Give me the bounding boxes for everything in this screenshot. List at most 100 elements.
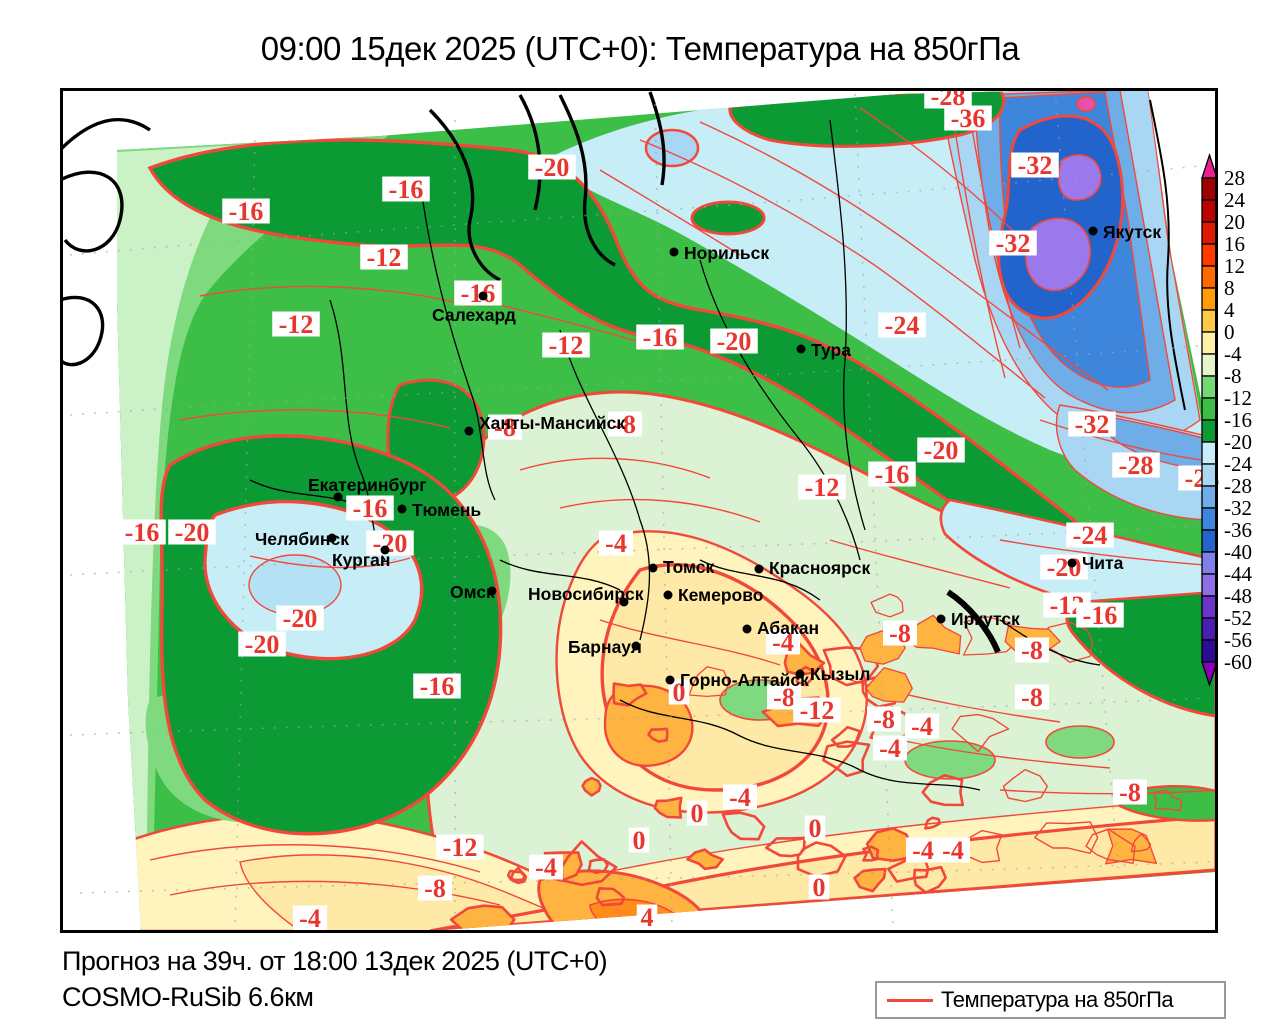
colorbar-tick: -44 <box>1224 562 1252 586</box>
city-marker-барнаул: Барнаул <box>568 637 642 657</box>
contour-label: -16 <box>389 175 424 204</box>
contour-label: -16 <box>420 672 455 701</box>
city-label: Томск <box>663 557 714 577</box>
contour-label: -8 <box>424 874 446 903</box>
city-label: Абакан <box>757 618 819 638</box>
city-label: Новосибирск <box>528 584 644 604</box>
colorbar-tick: 28 <box>1224 166 1245 190</box>
contour-label: -24 <box>1073 521 1108 550</box>
city-marker-ханты-мансийск: Ханты-Мансийск <box>464 413 625 436</box>
city-marker-челябинск: Челябинск <box>255 529 349 549</box>
contour-label: -8 <box>773 683 795 712</box>
contour-label: 0 <box>809 814 822 843</box>
temperature-fill-regions <box>117 88 1216 931</box>
contour-label: 0 <box>633 826 646 855</box>
city-label: Тура <box>811 340 851 360</box>
legend-line-swatch <box>887 998 933 1002</box>
contour-label: -32 <box>996 229 1031 258</box>
city-marker-томск: Томск <box>648 557 714 577</box>
contour-label: -20 <box>283 604 318 633</box>
city-marker-курган: Курган <box>332 545 390 570</box>
city-label: Кызыл <box>810 664 870 684</box>
contour-label: -16 <box>125 518 160 547</box>
contour-value-labels: -16-20-16-12-16-12-12 -16 -20-24-28-36-32-… <box>118 88 1226 933</box>
contour-label: -20 <box>175 518 210 547</box>
contour-label: -20 <box>924 436 959 465</box>
contour-label: -20 <box>535 153 570 182</box>
city-markers: Норильск Салехард Тура Якутск Ханты-Мансийск… <box>255 222 1161 690</box>
city-marker-якутск: Якутск <box>1088 222 1161 242</box>
city-label: Омск <box>450 582 495 602</box>
contour-label: -4 <box>535 853 557 882</box>
city-label: Салехард <box>432 305 516 325</box>
contour-label: -8 <box>1021 683 1043 712</box>
colorbar-tick: -56 <box>1224 628 1252 652</box>
contour-label: -8 <box>1119 778 1141 807</box>
contour-label: -16 <box>353 494 388 523</box>
contour-label: 0 <box>673 678 686 707</box>
contour-label: -20 <box>1047 553 1082 582</box>
contour-label: -16 <box>461 279 496 308</box>
colorbar-tick: 4 <box>1224 298 1235 322</box>
city-label: Чита <box>1082 553 1124 573</box>
colorbar-tick: -60 <box>1224 650 1252 674</box>
contour-label: -36 <box>951 104 986 133</box>
city-marker-кызыл: Кызыл <box>795 664 870 684</box>
page-title: 09:00 15дек 2025 (UTC+0): Температура на… <box>260 30 1020 67</box>
colorbar-tick: 12 <box>1224 254 1245 278</box>
colorbar-tick: 24 <box>1224 188 1246 212</box>
contour-label: -16 <box>643 323 678 352</box>
forecast-info: Прогноз на 39ч. от 18:00 13дек 2025 (UTC… <box>62 946 608 976</box>
contour-label: -4 <box>772 628 794 657</box>
forecast-map: -16-20-16-12-16-12-12 -16 -20-24-28-36-32-… <box>60 88 1252 933</box>
city-label: Барнаул <box>568 637 642 657</box>
colorbar-tick: -12 <box>1224 386 1252 410</box>
contour-label: -8 <box>889 619 911 648</box>
city-label: Горно-Алтайск <box>680 670 809 690</box>
city-marker-салехард: Салехард <box>432 291 516 325</box>
colorbar-tick: -20 <box>1224 430 1252 454</box>
contour-label: -12 <box>805 473 840 502</box>
city-label: Кемерово <box>678 585 763 605</box>
contour-label: -4 <box>605 529 627 558</box>
coastlines <box>60 91 1001 654</box>
city-label: Тюмень <box>412 500 481 520</box>
contour-label: -4 <box>299 904 321 933</box>
contour-label: -28 <box>1119 451 1154 480</box>
contour-label: -12 <box>367 243 402 272</box>
contour-label: -8 <box>494 413 516 442</box>
city-label: Екатеринбург <box>308 475 427 495</box>
thin-contours <box>149 91 1216 906</box>
contour-label: -16 <box>229 197 264 226</box>
contour-label: -12 <box>279 310 314 339</box>
city-marker-иркутск: Иркутск <box>936 609 1020 629</box>
model-info: COSMO-RuSib 6.6км <box>62 982 314 1012</box>
colorbar-tick: 8 <box>1224 276 1235 300</box>
contour-label: -4 <box>911 712 933 741</box>
colorbar-tick: -24 <box>1224 452 1252 476</box>
city-marker-чита: Чита <box>1067 553 1124 573</box>
contour-label: -12 <box>443 833 478 862</box>
colorbar-tick: -4 <box>1224 342 1242 366</box>
contour-label: -20 <box>373 529 408 558</box>
contour-label: -12 <box>800 696 835 725</box>
colorbar-tick: -8 <box>1224 364 1242 388</box>
colorbar-tick: -16 <box>1224 408 1252 432</box>
city-marker-кемерово: Кемерово <box>663 585 763 605</box>
contour-label: -4 <box>912 836 934 865</box>
temperature-colorbar: 2824201612840-4-8-12-16-20-24-28-32-36-4… <box>1201 152 1252 688</box>
contour-label: -4 <box>942 836 964 865</box>
city-label: Якутск <box>1103 222 1161 242</box>
city-marker-норильск: Норильск <box>669 243 769 263</box>
contour-label: -28 <box>931 88 966 111</box>
city-marker-екатеринбург: Екатеринбург <box>308 475 427 502</box>
colorbar-tick: -40 <box>1224 540 1252 564</box>
contour-label: 4 <box>641 903 654 932</box>
city-marker-тюмень: Тюмень <box>397 500 481 520</box>
contour-label: 0 <box>813 873 826 902</box>
city-label: Челябинск <box>255 529 349 549</box>
contour-label: -4 <box>729 783 751 812</box>
contour-label: -32 <box>1018 151 1053 180</box>
contour-label: -8 <box>614 410 636 439</box>
